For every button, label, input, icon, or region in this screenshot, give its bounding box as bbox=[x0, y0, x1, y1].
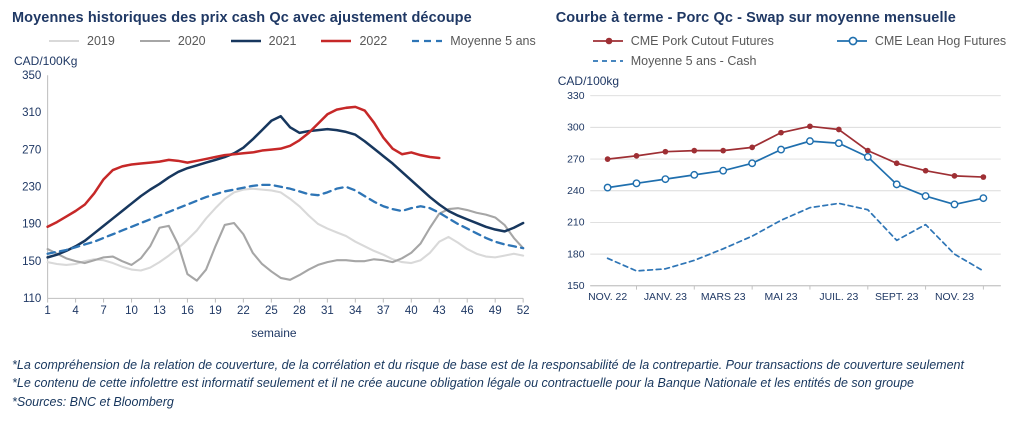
legend-label: 2021 bbox=[268, 34, 297, 48]
legend-swatch bbox=[321, 39, 352, 43]
svg-text:31: 31 bbox=[321, 305, 334, 317]
footnotes: *La compréhension de la relation de couv… bbox=[12, 356, 1010, 412]
legend-label: 2020 bbox=[177, 34, 206, 48]
svg-text:JUIL. 23: JUIL. 23 bbox=[819, 292, 858, 303]
svg-text:190: 190 bbox=[22, 219, 41, 231]
svg-text:MARS 23: MARS 23 bbox=[701, 292, 746, 303]
svg-text:4: 4 bbox=[72, 305, 79, 317]
svg-text:210: 210 bbox=[567, 218, 585, 229]
legend-row: 2019 2020 2021 2022 Moyenne 5 ans bbox=[48, 34, 536, 48]
svg-text:NOV. 23: NOV. 23 bbox=[935, 292, 974, 303]
svg-text:25: 25 bbox=[265, 305, 278, 317]
legend-label: Moyenne 5 ans - Cash bbox=[630, 54, 757, 68]
left-chart-title: Moyennes historiques des prix cash Qc av… bbox=[12, 10, 472, 26]
legend-swatch bbox=[592, 37, 623, 45]
legend-item-moyenne-5-ans-cash: Moyenne 5 ans - Cash bbox=[592, 54, 757, 68]
right-y-axis-unit: CAD/100kg bbox=[557, 74, 620, 88]
svg-text:49: 49 bbox=[489, 305, 502, 317]
svg-text:240: 240 bbox=[567, 186, 585, 197]
svg-text:180: 180 bbox=[567, 249, 585, 260]
legend-row: Moyenne 5 ans - Cash bbox=[592, 54, 1010, 68]
legend-item-2021: 2021 bbox=[230, 34, 297, 48]
svg-text:34: 34 bbox=[349, 305, 362, 317]
charts-row: Moyennes historiques des prix cash Qc av… bbox=[12, 10, 1010, 340]
sources-line: *Sources: BNC et Bloomberg bbox=[12, 395, 174, 410]
legend-label: 2019 bbox=[87, 34, 115, 48]
legend-item-cme-pork-cutout-futures: CME Pork Cutout Futures bbox=[592, 34, 774, 48]
svg-text:270: 270 bbox=[22, 144, 41, 156]
legend-item-moyenne-5-ans: Moyenne 5 ans bbox=[411, 34, 536, 48]
legend-row: CME Pork Cutout Futures CME Lean Hog Futu… bbox=[592, 34, 1010, 48]
legend-item-2020: 2020 bbox=[139, 34, 206, 48]
svg-text:28: 28 bbox=[293, 305, 306, 317]
legend-swatch bbox=[49, 40, 79, 42]
svg-text:46: 46 bbox=[461, 305, 474, 317]
svg-text:150: 150 bbox=[567, 281, 585, 292]
svg-text:310: 310 bbox=[22, 107, 41, 119]
svg-text:16: 16 bbox=[181, 305, 194, 317]
svg-text:43: 43 bbox=[433, 305, 446, 317]
svg-text:19: 19 bbox=[209, 305, 222, 317]
legend-swatch bbox=[592, 60, 623, 62]
svg-text:MAI 23: MAI 23 bbox=[764, 292, 797, 303]
legend-swatch bbox=[230, 39, 261, 43]
svg-text:10: 10 bbox=[125, 305, 138, 317]
svg-text:300: 300 bbox=[567, 123, 585, 134]
right-chart-plot: 150 180 210 240 270 300 330 NOV. 22 JANV. 23 MARS… bbox=[567, 91, 1001, 303]
legend-label: CME Lean Hog Futures bbox=[874, 34, 1007, 48]
disclaimer-line-2: *Le contenu de cette infolettre est info… bbox=[12, 376, 914, 391]
svg-text:52: 52 bbox=[517, 305, 530, 317]
left-x-axis-title: semaine bbox=[251, 325, 297, 340]
svg-text:SEPT. 23: SEPT. 23 bbox=[875, 292, 919, 303]
svg-text:150: 150 bbox=[22, 256, 41, 268]
right-chart-legend: CME Pork Cutout Futures CME Lean Hog Futu… bbox=[556, 34, 1010, 68]
svg-text:NOV. 22: NOV. 22 bbox=[588, 292, 627, 303]
svg-text:350: 350 bbox=[22, 70, 41, 82]
right-chart-title: Courbe à terme - Porc Qc - Swap sur moye… bbox=[555, 10, 956, 26]
svg-text:13: 13 bbox=[153, 305, 166, 317]
svg-text:110: 110 bbox=[23, 293, 41, 305]
legend-swatch bbox=[412, 39, 443, 43]
legend-label: CME Pork Cutout Futures bbox=[630, 34, 774, 48]
left-chart-legend: 2019 2020 2021 2022 Moyenne 5 ans bbox=[12, 34, 536, 48]
svg-text:230: 230 bbox=[22, 181, 41, 193]
svg-text:7: 7 bbox=[100, 305, 106, 317]
legend-swatch bbox=[836, 36, 867, 46]
svg-text:40: 40 bbox=[405, 305, 418, 317]
legend-item-cme-lean-hog-futures: CME Lean Hog Futures bbox=[836, 34, 1006, 48]
right-chart-panel: Courbe à terme - Porc Qc - Swap sur moye… bbox=[556, 10, 1010, 340]
svg-text:330: 330 bbox=[567, 91, 585, 102]
svg-text:1: 1 bbox=[44, 305, 50, 317]
left-chart-plot: 110 150 190 230 270 310 350 1 4 7 10 13 16 19 22 25 28 31… bbox=[22, 70, 530, 317]
left-y-axis-unit: CAD/100Kg bbox=[14, 54, 78, 68]
svg-text:37: 37 bbox=[377, 305, 390, 317]
left-chart-panel: Moyennes historiques des prix cash Qc av… bbox=[12, 10, 536, 340]
legend-label: Moyenne 5 ans bbox=[450, 34, 536, 48]
svg-text:22: 22 bbox=[237, 305, 250, 317]
svg-text:270: 270 bbox=[567, 154, 585, 165]
svg-text:JANV. 23: JANV. 23 bbox=[644, 292, 687, 303]
disclaimer-line-1: *La compréhension de la relation de couv… bbox=[12, 357, 964, 372]
legend-swatch bbox=[139, 40, 170, 42]
legend-item-2022: 2022 bbox=[320, 34, 387, 48]
legend-item-2019: 2019 bbox=[48, 34, 115, 48]
legend-label: 2022 bbox=[359, 34, 388, 48]
